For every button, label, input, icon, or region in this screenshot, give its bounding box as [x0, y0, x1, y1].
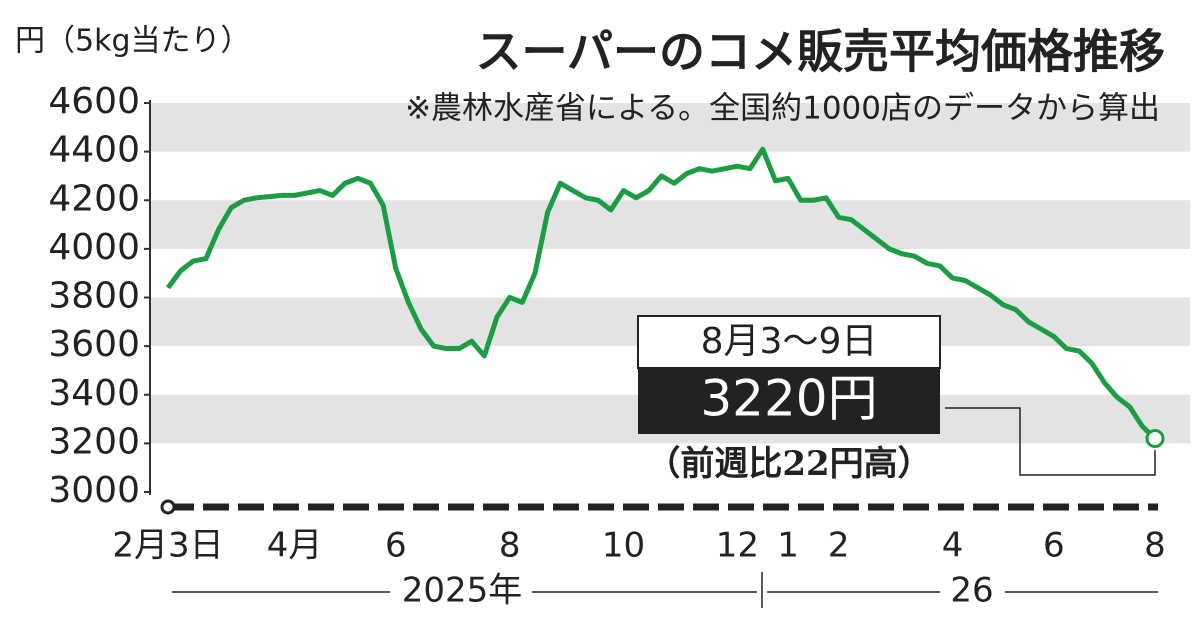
- x-tick-label: 6: [385, 526, 407, 566]
- annotation-value-box: [638, 368, 940, 434]
- end-point: [1145, 429, 1165, 449]
- x-tick-label: 8: [1144, 526, 1166, 566]
- y-tick-label: 3600: [48, 324, 140, 365]
- x-tick-label: 4月: [267, 526, 323, 566]
- y-tick-label: 4200: [48, 178, 140, 219]
- x-tick-label: 2月3日: [112, 526, 223, 566]
- line: [165, 146, 1157, 441]
- y-tick-label: 4400: [48, 130, 140, 171]
- annotation-value: 3220円: [700, 370, 877, 428]
- x-tick-label: 6: [1043, 526, 1065, 566]
- grid-band: [150, 103, 1190, 152]
- x-tick-label: 1: [777, 526, 799, 566]
- y-tick-label: 3000: [48, 470, 140, 511]
- y-tick-label: 3400: [48, 373, 140, 414]
- axis-start: [160, 499, 176, 515]
- y-axis-label: 円（5kg当たり）: [15, 24, 251, 59]
- leader-line: [945, 407, 1156, 476]
- grid-band: [150, 200, 1190, 249]
- annotation-change: （前週比22円高）: [646, 444, 931, 484]
- x-tick-label: 8: [499, 526, 521, 566]
- x-tick-label: 10: [602, 526, 645, 566]
- x-tick-label: 12: [716, 526, 759, 566]
- y-tick-label: 4000: [48, 227, 140, 268]
- chart-subtitle: ※農林水産省による。全国約1000店のデータから算出: [405, 91, 1160, 127]
- y-tick-label: 3200: [48, 421, 140, 462]
- x-tick-label: 4: [942, 526, 964, 566]
- y-tick-label: 3800: [48, 276, 140, 317]
- annotation-box: [637, 315, 941, 369]
- year-label: 26: [950, 571, 993, 611]
- annotation-period: 8月3〜9日: [701, 321, 878, 362]
- chart-title: スーパーのコメ販売平均価格推移: [475, 25, 1165, 79]
- x-tick-label: 2: [828, 526, 850, 566]
- y-tick-label: 4600: [48, 81, 140, 122]
- year-label: 2025年: [402, 571, 523, 611]
